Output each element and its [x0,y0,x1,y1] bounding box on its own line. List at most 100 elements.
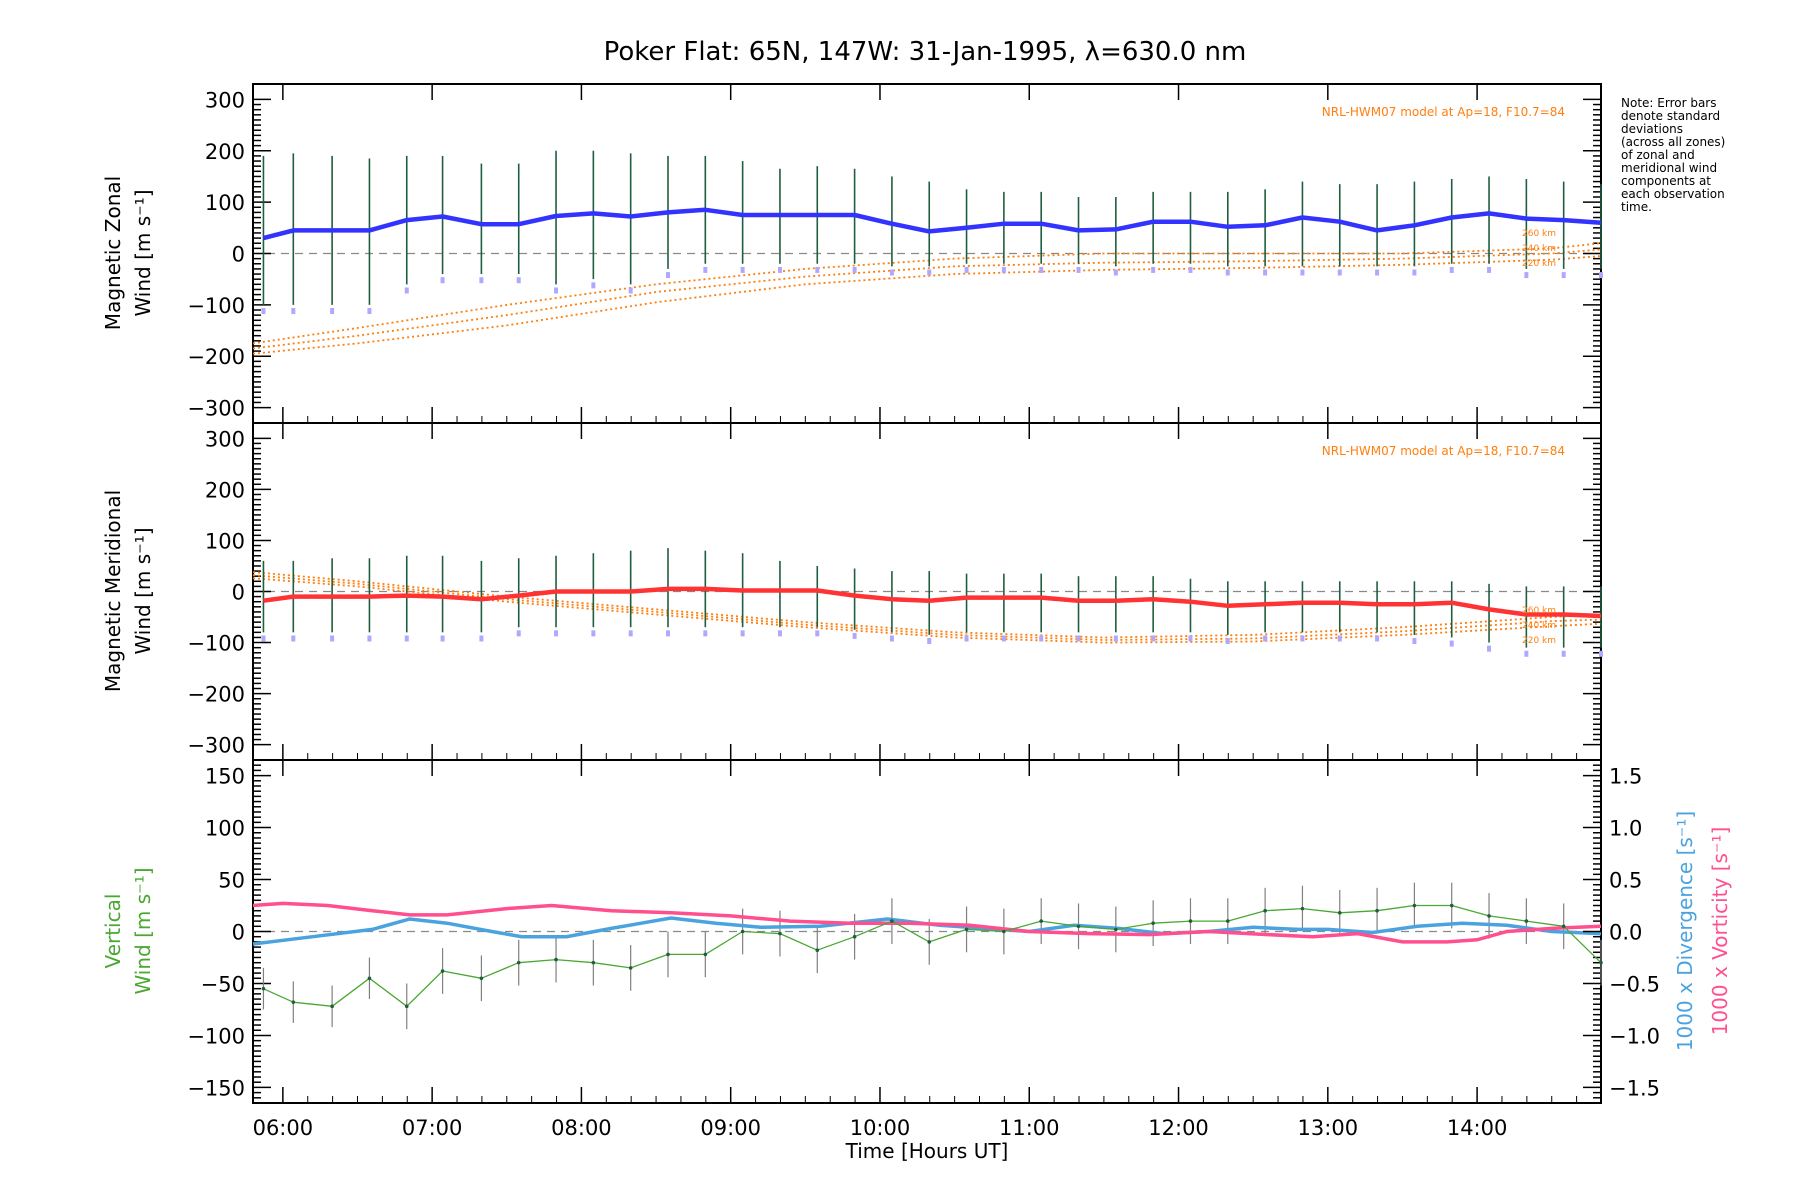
zonal-ytick-label: 0 [232,243,245,267]
meridional-zone-point [964,635,969,642]
xtick-label: 10:00 [850,1116,911,1140]
vertical-wind-point [1337,910,1342,915]
zonal-zone-point [1599,272,1603,279]
zonal-zone-point [367,308,372,315]
vertical-wind-point [330,1004,334,1009]
zonal-model-lines [252,242,1602,355]
meridional-alt-label-220: 220 km [1522,636,1556,646]
zonal-zone-point [1151,266,1156,273]
meridional-zone-point [665,630,670,637]
zonal-zone-point [1225,269,1230,276]
note-line: meridional wind [1621,161,1717,175]
vertical-error-bars [262,882,1602,1030]
meridional-zone-point [1113,635,1118,642]
vertical-wind-point [628,966,633,970]
vertical-wind-point [261,986,266,991]
note-line: (across all zones) [1621,135,1725,149]
zonal-model-line-alt-260 [252,242,1602,345]
right-ytick-label: −1.0 [1609,1024,1660,1048]
zonal-zone-point [291,308,296,315]
zonal-ylabel-line2: Wind [m s⁻¹] [131,189,155,316]
meridional-ytick-label: −100 [187,632,245,656]
meridional-zone-point [852,632,857,639]
meridional-zone-point [479,635,484,642]
zonal-zone-point [777,266,782,273]
meridional-ytick-label: 100 [205,529,245,553]
meridional-alt-label-260: 260 km [1522,606,1556,616]
vertical-ytick-label: 50 [218,869,245,893]
zonal-zone-point [1076,266,1081,273]
zonal-ytick-label: −100 [187,294,245,318]
meridional-zone-point [1076,635,1081,642]
vertical-ytick-label: 0 [232,921,245,945]
right-ytick-label: 0.5 [1609,869,1642,893]
vertical-wind-point [1151,921,1155,925]
vertical-series [252,901,1603,1009]
zonal-zone-point [440,277,445,284]
vertical-wind-point [1412,903,1417,908]
vertical-wind-point [1561,924,1566,929]
zonal-panel: 300 200 100 0 −100 −200 −300 Magnetic Zonal Wi… [101,83,1603,424]
vorticity-ylabel: 1000 x Vorticity [s⁻¹] [1708,827,1732,1036]
meridional-alt-label-240: 240 km [1522,621,1556,631]
meridional-ytick-label: −300 [187,734,245,758]
vertical-wind-line [263,904,1602,1007]
vertical-ytick-label: −100 [187,1024,245,1048]
meridional-zone-point [1039,635,1044,642]
meridional-yticks: 300 200 100 0 −100 −200 −300 [187,427,245,757]
note-line: denote standard [1621,109,1720,123]
vertical-wind-point [1524,919,1529,923]
vertical-wind-point [666,952,670,957]
divergence-ylabel: 1000 x Divergence [s⁻¹] [1673,811,1697,1051]
chart-title: Poker Flat: 65N, 147W: 31-Jan-1995, λ=63… [604,37,1247,67]
meridional-wind-series [263,586,1602,619]
meridional-zone-point [554,630,559,637]
meridional-zone-point [815,630,820,637]
xtick-label: 08:00 [551,1116,612,1140]
vertical-yticks: 150 100 50 0 −50 −100 −150 [187,765,245,1101]
vertical-wind-point [516,960,521,965]
zonal-zone-point [964,266,969,273]
vertical-ytick-label: 100 [205,817,245,841]
zonal-ytick-label: 300 [205,88,245,112]
vertical-wind-point [703,952,708,957]
meridional-zone-point [889,635,894,642]
zonal-zone-point [554,287,559,294]
vertical-wind-point [1225,919,1230,923]
xtick-label: 11:00 [999,1116,1060,1140]
vertical-wind-point [367,976,372,981]
right-ytick-label: 0.0 [1609,921,1642,945]
zonal-zone-point [1412,269,1417,276]
vertical-ytick-label: 150 [205,765,245,789]
zonal-ylabel-line1: Magnetic Zonal [101,176,125,330]
zonal-zone-point [927,269,932,276]
note-line: each observation [1621,187,1725,201]
meridional-zone-point [1001,635,1006,642]
vertical-wind-point [740,929,745,934]
zonal-zone-point [703,266,708,273]
divergence-line [252,916,1602,946]
vertical-right-yticks: 1.5 1.0 0.5 0.0 −0.5 −1.0 −1.5 [1583,765,1660,1100]
zonal-ytick-label: 200 [205,140,245,164]
vertical-wind-point [890,919,894,923]
vertical-panel: 150 100 50 0 −50 −100 −150 1.5 1.0 0.5 0.0 −0.5 −1.… [101,759,1732,1163]
zonal-zone-point [815,266,820,273]
x-axis: 06:00 07:00 08:00 09:00 10:00 11:00 12:00 13:00… [253,1116,1508,1140]
vertical-wind-point [1263,908,1267,913]
zonal-zone-point [740,266,745,273]
zonal-zone-point [628,287,633,294]
vertical-wind-point [554,957,558,962]
note-line: time. [1621,200,1652,214]
vertical-ylabel-line2: Wind [m s⁻¹] [131,867,155,994]
zonal-alt-label-260: 260 km [1522,229,1556,239]
meridional-ylabel-line1: Magnetic Meridional [101,490,125,692]
zonal-zone-point [665,272,670,279]
x-axis-label: Time [Hours UT] [845,1139,1009,1163]
vertical-grid [253,759,1601,1104]
xtick-label: 07:00 [402,1116,463,1140]
xtick-label: 12:00 [1148,1116,1209,1140]
xtick-label: 09:00 [700,1116,761,1140]
meridional-zone-point [591,630,596,637]
zonal-zone-point [1337,269,1342,276]
